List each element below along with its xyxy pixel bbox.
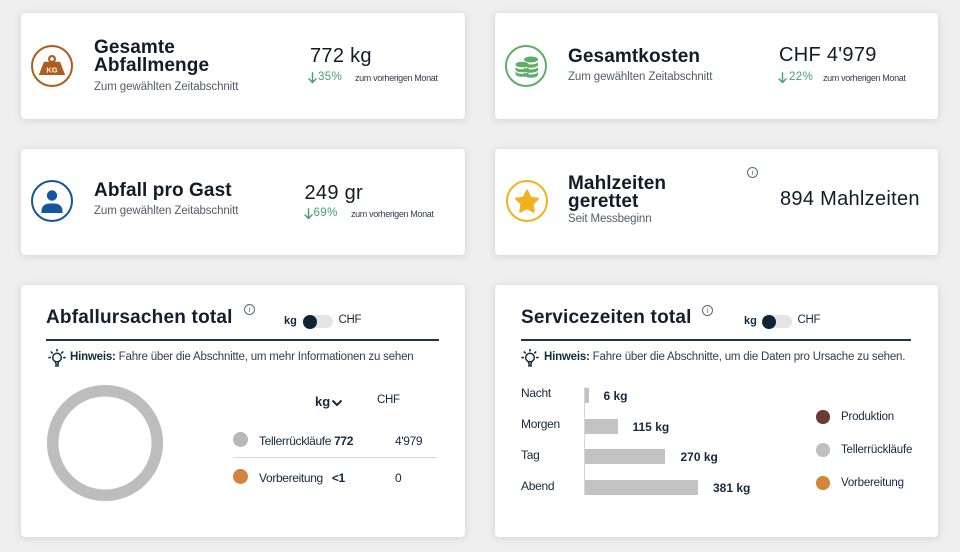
svg-text:KG: KG [46,65,57,74]
